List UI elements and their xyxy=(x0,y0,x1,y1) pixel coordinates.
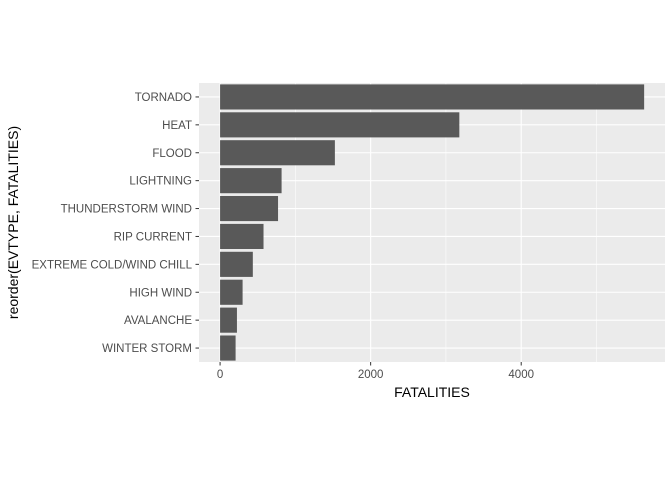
x-tick-label: 0 xyxy=(217,369,223,381)
y-tick-label: TORNADO xyxy=(135,92,192,104)
bar xyxy=(220,195,279,222)
y-tick-label: HIGH WIND xyxy=(129,287,192,299)
y-tick-label: THUNDERSTORM WIND xyxy=(61,204,192,216)
bar xyxy=(220,140,335,166)
bars xyxy=(220,84,645,361)
y-tick-label: HEAT xyxy=(162,120,192,132)
bar xyxy=(220,223,264,250)
bar xyxy=(220,279,243,305)
bar xyxy=(220,251,253,277)
y-tick-label: RIP CURRENT xyxy=(114,231,192,243)
bar xyxy=(220,168,282,194)
y-tick-label: LIGHTNING xyxy=(129,176,192,188)
bar xyxy=(220,84,645,110)
y-axis: TORNADO HEAT FLOOD LIGHTNING THUNDERSTORM WI… xyxy=(32,92,199,355)
x-tick-label: 4000 xyxy=(508,369,534,381)
y-tick-label: WINTER STORM xyxy=(102,343,192,355)
x-tick-label: 2000 xyxy=(358,369,384,381)
bar xyxy=(220,307,237,333)
x-axis: 0 2000 4000 xyxy=(217,362,534,381)
bar xyxy=(220,335,236,361)
y-tick-label: FLOOD xyxy=(152,148,192,160)
y-tick-label: EXTREME COLD/WIND CHILL xyxy=(32,259,193,271)
y-axis-title: reorder(EVTYPE, FATALITIES) xyxy=(5,126,21,319)
bar xyxy=(220,112,460,138)
x-axis-title: FATALITIES xyxy=(394,384,470,400)
y-tick-label: AVALANCHE xyxy=(124,315,192,327)
